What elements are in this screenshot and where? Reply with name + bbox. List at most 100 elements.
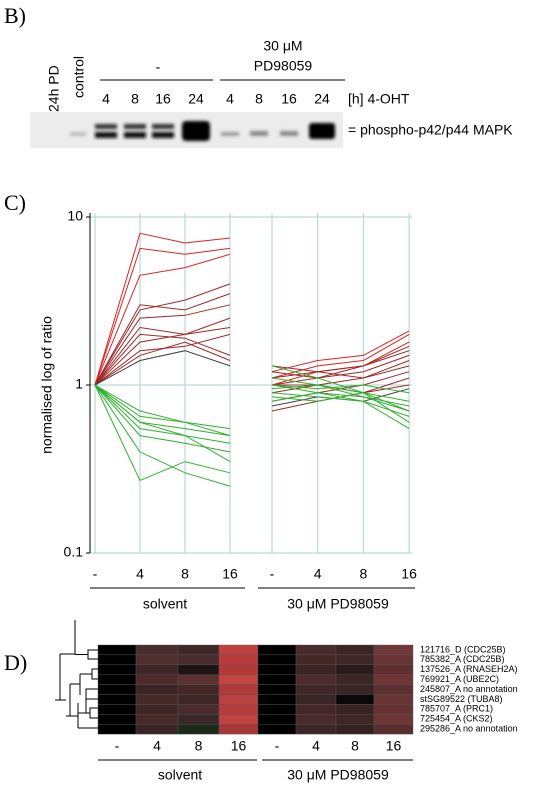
row-label: 137526_A (RNASEH2A) bbox=[420, 664, 518, 674]
x-tick-label: 4 bbox=[314, 566, 322, 582]
y-axis-label: normalised log of ratio bbox=[39, 316, 55, 454]
heat-cell bbox=[135, 654, 179, 666]
column-label: 16 bbox=[231, 738, 247, 754]
heat-cell bbox=[257, 694, 297, 705]
heat-cell bbox=[335, 644, 375, 656]
lane-label: 24h PD bbox=[46, 65, 62, 112]
heat-cell bbox=[295, 654, 337, 666]
heat-cell bbox=[218, 654, 259, 666]
series-line bbox=[94, 253, 410, 386]
column-label: 4 bbox=[153, 738, 161, 754]
heat-cell bbox=[257, 644, 297, 656]
series-line bbox=[94, 384, 410, 463]
series-line bbox=[94, 384, 410, 482]
heat-cell bbox=[373, 724, 414, 735]
heat-cell bbox=[295, 684, 337, 695]
heat-cell bbox=[373, 714, 414, 725]
group-label: 30 μM PD98059 bbox=[287, 596, 389, 612]
heat-cell bbox=[373, 694, 414, 705]
heat-cell bbox=[97, 664, 137, 675]
heat-cell bbox=[257, 704, 297, 715]
heat-cell bbox=[335, 664, 375, 675]
time-label: 8 bbox=[131, 91, 139, 107]
heat-cell bbox=[218, 644, 259, 656]
heat-cell bbox=[177, 674, 220, 685]
heat-cell bbox=[177, 724, 220, 735]
heat-cell bbox=[295, 704, 337, 715]
group-label: 30 μM PD98059 bbox=[287, 767, 389, 783]
dendrogram bbox=[55, 620, 98, 729]
band bbox=[70, 132, 86, 136]
time-label: 8 bbox=[255, 91, 263, 107]
heat-cell bbox=[257, 714, 297, 725]
heat-cell bbox=[295, 644, 337, 656]
heat-cell bbox=[97, 704, 137, 715]
heat-cell bbox=[295, 664, 337, 675]
row-label: 295286_A no annotation bbox=[420, 724, 518, 734]
heat-cell bbox=[373, 674, 414, 685]
time-label: 24 bbox=[188, 91, 204, 107]
band bbox=[124, 132, 146, 138]
series-line bbox=[94, 247, 410, 386]
band bbox=[95, 124, 117, 129]
heat-cell bbox=[373, 664, 414, 675]
row-label: 785707_A (PRC1) bbox=[420, 704, 493, 714]
heat-cell bbox=[257, 664, 297, 675]
band bbox=[182, 121, 210, 141]
row-label: stSG89522 (TUBA8) bbox=[420, 694, 503, 704]
heat-cell bbox=[135, 724, 179, 735]
heat-cell bbox=[135, 664, 179, 675]
heat-cell bbox=[257, 674, 297, 685]
column-label: 8 bbox=[351, 738, 359, 754]
plot: - 4 8 16 - 4 8 16 0.1 1 10 solvent 30 μM PD98059 bbox=[64, 208, 418, 612]
heat-cell bbox=[218, 684, 259, 695]
heat-cell bbox=[335, 704, 375, 715]
series-line bbox=[94, 384, 410, 437]
x-tick-label: 16 bbox=[401, 566, 417, 582]
heat-cell bbox=[335, 714, 375, 725]
row-label: 769921_A (UBE2C) bbox=[420, 674, 499, 684]
y-tick-label: 1 bbox=[75, 376, 83, 392]
heat-cell bbox=[177, 644, 220, 656]
band bbox=[309, 123, 335, 139]
heat-cell bbox=[295, 714, 337, 725]
column-label: 4 bbox=[312, 738, 320, 754]
x-tick-label: 8 bbox=[181, 566, 189, 582]
band-label: = phospho-p42/p44 MAPK bbox=[348, 122, 513, 138]
series-line bbox=[94, 377, 410, 444]
heat-cell bbox=[177, 664, 220, 675]
heat-cell bbox=[295, 674, 337, 685]
band bbox=[250, 131, 268, 136]
heat-cell bbox=[335, 674, 375, 685]
heat-cell bbox=[257, 654, 297, 666]
series-line bbox=[94, 293, 410, 386]
heat-cell bbox=[135, 704, 179, 715]
heat-cell bbox=[218, 694, 259, 705]
heat-cell bbox=[257, 724, 297, 735]
heat-cell bbox=[373, 644, 414, 656]
heat-cell bbox=[295, 724, 337, 735]
heat-cell bbox=[257, 684, 297, 695]
bands bbox=[70, 121, 335, 141]
heat-cell bbox=[295, 694, 337, 705]
band bbox=[124, 124, 146, 129]
series-line bbox=[94, 384, 410, 487]
column-label: - bbox=[115, 738, 120, 754]
heat-cell bbox=[177, 694, 220, 705]
heat-cell bbox=[218, 664, 259, 675]
heat-cell bbox=[135, 714, 179, 725]
time-label: 16 bbox=[155, 91, 171, 107]
heat-cell bbox=[335, 684, 375, 695]
heat-cell bbox=[335, 694, 375, 705]
heat-cell bbox=[97, 654, 137, 666]
heatmap: 121716_D (CDC25B)785382_A (CDC25B)137526… bbox=[97, 644, 518, 783]
series-line bbox=[94, 283, 410, 386]
row-label: 245807_A no annotation bbox=[420, 684, 518, 694]
x-tick-label: 8 bbox=[360, 566, 368, 582]
heat-cell bbox=[97, 644, 137, 656]
x-tick-label: - bbox=[270, 566, 275, 582]
group-label: solvent bbox=[143, 596, 187, 612]
x-tick-label: 4 bbox=[136, 566, 144, 582]
heat-cell bbox=[177, 654, 220, 666]
